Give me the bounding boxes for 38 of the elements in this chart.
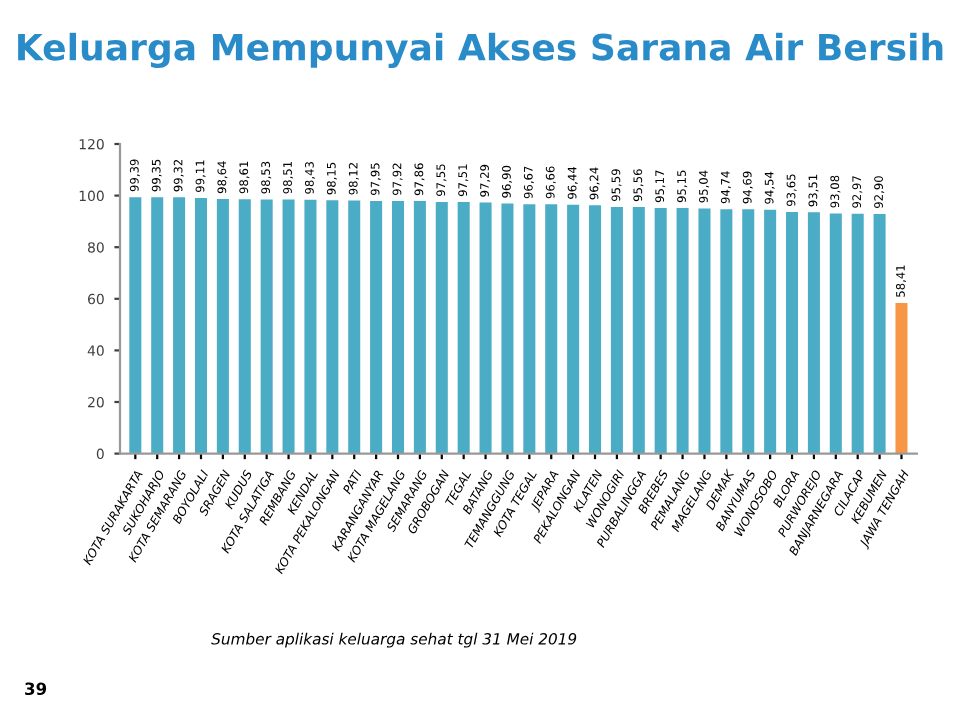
bar — [610, 206, 623, 454]
bar — [216, 199, 229, 454]
bar — [260, 199, 273, 454]
text: 39 — [25, 682, 47, 696]
bar — [238, 199, 251, 454]
bar — [873, 213, 886, 454]
bar — [545, 204, 558, 454]
bar — [632, 207, 645, 454]
bar — [457, 202, 470, 454]
bar — [720, 209, 733, 454]
bar — [370, 200, 383, 454]
bar — [764, 209, 777, 454]
bar — [194, 197, 208, 454]
bar — [698, 208, 711, 454]
chart-title: Keluarga Mempunyai Akses Sarana Air Bersih — [18, 32, 943, 69]
bar — [129, 197, 142, 454]
bar — [786, 211, 799, 454]
bar — [807, 212, 820, 454]
bar — [413, 201, 426, 454]
bar — [151, 197, 164, 454]
bar — [676, 208, 689, 454]
bar — [348, 200, 361, 454]
bar — [173, 197, 186, 454]
bar — [282, 199, 295, 454]
bar — [895, 302, 908, 454]
bar — [523, 204, 536, 454]
bar — [326, 200, 339, 454]
bar — [567, 204, 580, 454]
bar — [654, 208, 667, 454]
bar — [435, 201, 448, 454]
bar — [589, 205, 602, 454]
bar — [742, 209, 755, 454]
bar — [391, 200, 405, 454]
bar — [829, 213, 842, 454]
bar — [479, 202, 492, 454]
bar — [851, 213, 864, 454]
bar — [304, 199, 317, 454]
bar — [501, 203, 514, 454]
